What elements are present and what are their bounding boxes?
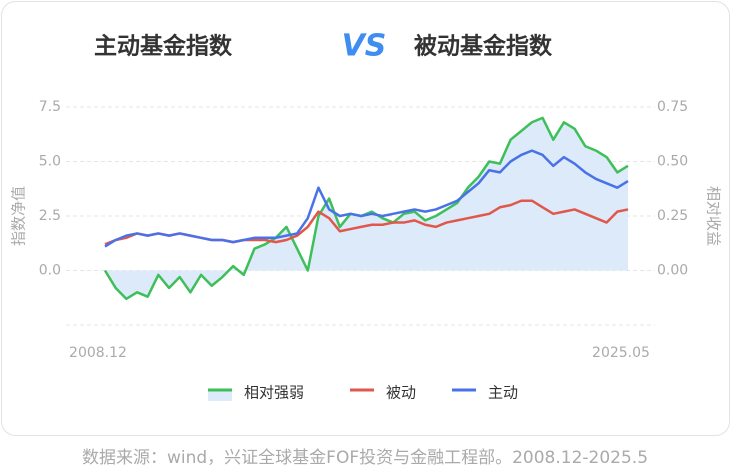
y2-tick-label: 0.75 — [657, 99, 688, 115]
series-line — [104, 149, 629, 248]
legend-label: 相对强弱 — [244, 384, 304, 402]
x-tick-label: 2025.05 — [592, 345, 650, 361]
title-left: 主动基金指数 — [94, 33, 233, 60]
y-axis-label: 指数净值 — [10, 186, 28, 246]
source-note: 数据来源：wind，兴证全球基金FOF投资与金融工程部。2008.12-2025… — [82, 448, 648, 468]
y2-tick-label: 0.50 — [657, 154, 688, 170]
y-tick-label: 5.0 — [39, 154, 61, 170]
legend-area-swatch — [208, 389, 232, 401]
y-tick-label: 0.0 — [39, 263, 61, 279]
y-tick-label: 7.5 — [39, 99, 61, 115]
y2-axis-label: 相对收益 — [705, 186, 723, 246]
title-vs: VS — [342, 29, 387, 64]
x-tick-label: 2008.12 — [69, 345, 127, 361]
y2-tick-label: 0.25 — [657, 208, 688, 224]
legend-label: 被动 — [386, 384, 416, 402]
y-tick-label: 2.5 — [39, 208, 61, 224]
y2-tick-label: 0.00 — [657, 263, 688, 279]
legend-label: 主动 — [488, 384, 518, 402]
title-right: 被动基金指数 — [414, 33, 553, 60]
